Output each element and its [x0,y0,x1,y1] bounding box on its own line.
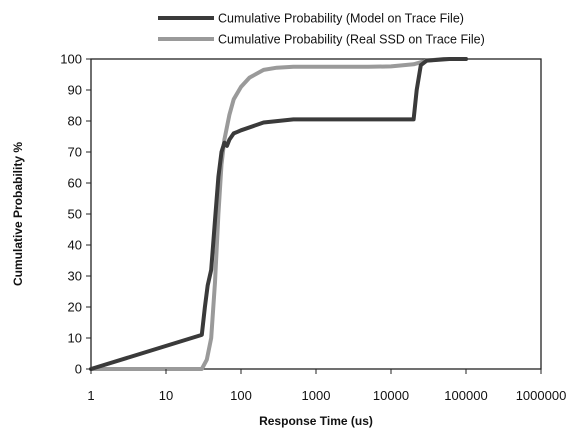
y-tick-label: 20 [68,300,82,315]
y-tick-label: 0 [75,362,82,377]
x-axis-title: Response Time (us) [259,414,373,428]
y-tick-label: 90 [68,83,82,98]
x-tick-label: 1000 [302,388,331,403]
y-tick-label: 60 [68,176,82,191]
x-axis-ticks: 1 10 100 1000 10000 100000 1000000 [87,369,566,403]
legend: Cumulative Probability (Model on Trace F… [158,12,485,47]
y-axis-ticks: 0 10 20 30 40 50 60 70 80 90 100 [60,52,91,377]
x-tick-label: 10000 [373,388,409,403]
x-tick-label: 100 [230,388,252,403]
plot-frame [90,58,542,370]
x-tick-label: 1000000 [516,388,567,403]
legend-label: Cumulative Probability (Real SSD on Trac… [218,33,485,47]
y-tick-label: 10 [68,331,82,346]
series-line-real-ssd [89,57,468,371]
series-line-model [89,57,468,371]
legend-label: Cumulative Probability (Model on Trace F… [218,12,464,26]
y-tick-label: 30 [68,269,82,284]
x-tick-label: 10 [159,388,173,403]
y-tick-label: 80 [68,114,82,129]
y-tick-label: 100 [60,52,82,67]
y-axis-title: Cumulative Probability % [11,142,25,286]
x-tick-label: 100000 [444,388,487,403]
plot-area [89,57,542,371]
y-tick-label: 70 [68,145,82,160]
y-tick-label: 50 [68,207,82,222]
x-tick-label: 1 [87,388,94,403]
y-tick-label: 40 [68,238,82,253]
